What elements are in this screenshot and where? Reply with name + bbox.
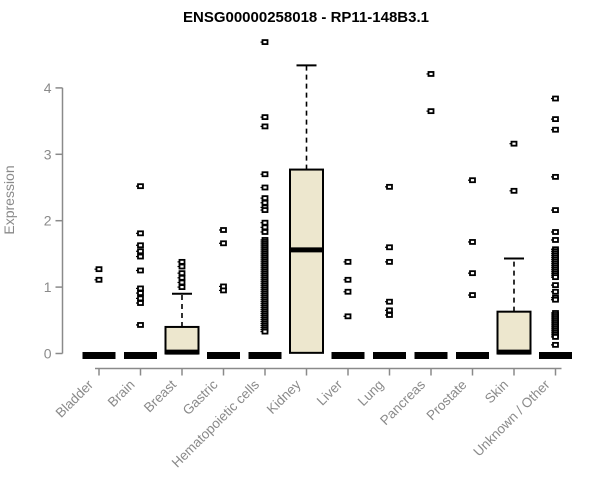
- outlier-point-unknown-other: [552, 237, 559, 243]
- collapsed-box-liver: [331, 352, 365, 359]
- outlier-point-unknown-other: [552, 207, 559, 213]
- outlier-point-unknown-other: [552, 95, 559, 102]
- y-tick-label: 1: [44, 279, 52, 295]
- collapsed-box-gastric: [207, 352, 240, 359]
- outlier-point-unknown-other: [552, 173, 559, 180]
- outlier-point-hematopoietic-cells: [261, 195, 269, 202]
- x-tick-label-liver: Liver: [314, 377, 346, 409]
- outlier-point-unknown-other: [552, 116, 559, 123]
- collapsed-box-prostate: [456, 352, 489, 359]
- collapsed-box-unknown-other: [539, 352, 572, 359]
- x-tick-label-brain: Brain: [105, 377, 138, 410]
- outlier-point-brain: [137, 253, 144, 260]
- outlier-point-prostate: [469, 239, 476, 245]
- outlier-point-hematopoietic-cells: [261, 219, 269, 226]
- outlier-point-unknown-other: [552, 229, 559, 235]
- outlier-point-breast: [178, 279, 186, 286]
- box-kidney: [289, 168, 324, 354]
- box-skin: [496, 310, 532, 355]
- outlier-point-gastric: [220, 240, 227, 247]
- outlier-point-pancreas: [427, 108, 435, 115]
- outlier-point-prostate: [469, 177, 476, 184]
- y-tick-label: 0: [44, 346, 52, 362]
- outlier-point-liver: [344, 313, 352, 320]
- outlier-point-lung: [386, 312, 393, 318]
- x-tick-label-kidney: Kidney: [264, 377, 304, 417]
- outlier-point-breast: [178, 263, 186, 270]
- y-tick-label: 2: [44, 213, 52, 229]
- box-breast: [164, 325, 200, 355]
- collapsed-box-lung: [373, 352, 406, 359]
- outlier-point-lung: [386, 244, 393, 251]
- x-tick-label-breast: Breast: [141, 377, 179, 415]
- outlier-point-unknown-other: [552, 341, 559, 348]
- outlier-point-hematopoietic-cells: [261, 207, 269, 213]
- y-axis-label: Expression: [1, 165, 17, 234]
- collapsed-box-hematopoietic-cells: [248, 352, 282, 359]
- x-tick-label-gastric: Gastric: [180, 377, 221, 418]
- outlier-point-unknown-other: [552, 333, 559, 340]
- outlier-point-brain: [137, 242, 144, 249]
- outlier-point-breast: [178, 274, 186, 281]
- outlier-point-brain: [137, 295, 144, 302]
- outlier-point-breast: [178, 284, 186, 291]
- outlier-point-pancreas: [427, 71, 435, 77]
- x-tick-label-bladder: Bladder: [53, 377, 97, 421]
- outlier-point-hematopoietic-cells: [261, 229, 269, 235]
- outlier-point-liver: [344, 258, 352, 265]
- x-tick-label-pancreas: Pancreas: [377, 377, 428, 428]
- outlier-point-hematopoietic-cells: [261, 39, 269, 45]
- outlier-point-bladder: [95, 266, 103, 273]
- outlier-point-lung: [386, 258, 393, 265]
- outlier-point-skin: [510, 140, 518, 147]
- outlier-point-brain: [137, 322, 144, 328]
- x-tick-label-prostate: Prostate: [423, 377, 469, 423]
- collapsed-box-bladder: [82, 352, 116, 359]
- outlier-point-brain: [137, 290, 144, 296]
- outlier-point-breast: [178, 258, 186, 265]
- outlier-point-brain: [137, 183, 144, 190]
- chart-title: ENSG00000258018 - RP11-148B3.1: [183, 9, 429, 26]
- outlier-point-brain: [137, 300, 144, 306]
- outlier-point-unknown-other: [552, 288, 559, 295]
- outlier-point-hematopoietic-cells: [261, 184, 269, 191]
- outlier-point-gastric: [220, 287, 227, 294]
- outlier-point-unknown-other: [552, 282, 559, 289]
- outlier-point-breast: [178, 270, 186, 277]
- outlier-point-prostate: [469, 292, 476, 298]
- outlier-point-hematopoietic-cells: [261, 171, 269, 178]
- collapsed-box-pancreas: [414, 352, 448, 359]
- outlier-point-hematopoietic-cells: [261, 328, 269, 335]
- outlier-point-hematopoietic-cells: [261, 199, 269, 206]
- outlier-point-lung: [386, 298, 393, 305]
- outlier-point-hematopoietic-cells: [261, 123, 269, 130]
- outlier-point-brain: [137, 230, 144, 237]
- outlier-point-brain: [137, 267, 144, 274]
- outlier-point-unknown-other: [552, 126, 559, 133]
- outlier-point-liver: [344, 276, 352, 283]
- outlier-point-lung: [386, 183, 393, 190]
- collapsed-box-brain: [124, 352, 157, 359]
- outlier-point-brain: [137, 285, 144, 292]
- x-tick-label-skin: Skin: [482, 377, 511, 406]
- y-tick-label: 3: [44, 146, 52, 162]
- outlier-point-skin: [510, 187, 518, 194]
- outlier-point-lung: [386, 307, 393, 314]
- y-tick-label: 4: [44, 80, 52, 96]
- x-tick-label-lung: Lung: [355, 377, 387, 409]
- outlier-point-liver: [344, 288, 352, 295]
- outlier-point-hematopoietic-cells: [261, 114, 269, 121]
- outlier-point-hematopoietic-cells: [261, 224, 269, 231]
- outlier-point-prostate: [469, 270, 476, 277]
- outlier-point-unknown-other: [552, 296, 559, 303]
- outlier-point-bladder: [95, 276, 103, 283]
- outlier-point-unknown-other: [552, 274, 559, 281]
- x-tick-label-unknown-other: Unknown / Other: [470, 377, 553, 460]
- outlier-point-brain: [137, 248, 144, 255]
- outlier-point-gastric: [220, 227, 227, 233]
